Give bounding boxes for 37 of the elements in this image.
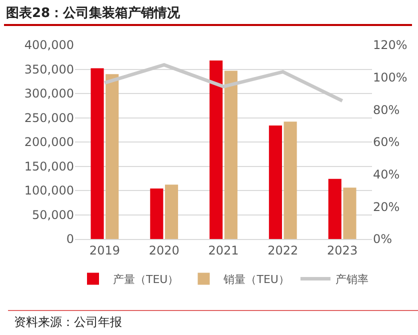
line-series [102,63,344,103]
chart-title: 图表28：公司集装箱产销情况 [6,4,180,22]
y2-tick-label: 40% [373,168,400,182]
y-tick-label: 400,000 [24,38,74,52]
text: 资料来源：公司年报 [14,314,122,331]
y2-tick-label: 120% [373,38,408,52]
bar [150,188,164,239]
y2-tick-label: 80% [373,102,400,117]
y-tick-label: 0 [66,232,74,246]
y2-tick-label: 60% [373,135,400,150]
bar [164,184,178,239]
legend-label: 产销率 [335,273,368,286]
y2-tick-label: 100% [373,70,408,85]
bar [90,68,104,239]
y2-tick-label: 0% [373,232,392,246]
x-tick-label: 2022 [268,243,298,258]
x-tick-label: 2023 [327,243,358,258]
x-tick-label: 2021 [208,243,239,258]
legend-label: 产量（TEU） [113,273,179,286]
bar [106,74,119,239]
y-tick-label: 50,000 [32,208,74,222]
y-tick-label: 350,000 [24,62,74,76]
y-tick-label: 300,000 [24,86,74,101]
y-tick-label: 100,000 [24,184,74,198]
bar [284,122,297,239]
bar [210,60,223,239]
bar [343,188,356,239]
bar [224,70,238,239]
bar [268,126,282,239]
legend-label: 销量（TEU） [222,273,290,286]
y-tick-label: 250,000 [24,110,74,125]
y-tick-label: 200,000 [24,135,74,150]
x-tick-label: 2019 [89,243,120,258]
bar [328,178,342,239]
y-tick-label: 150,000 [24,159,74,174]
x-tick-label: 2020 [148,243,180,258]
y2-tick-label: 20% [373,200,400,214]
